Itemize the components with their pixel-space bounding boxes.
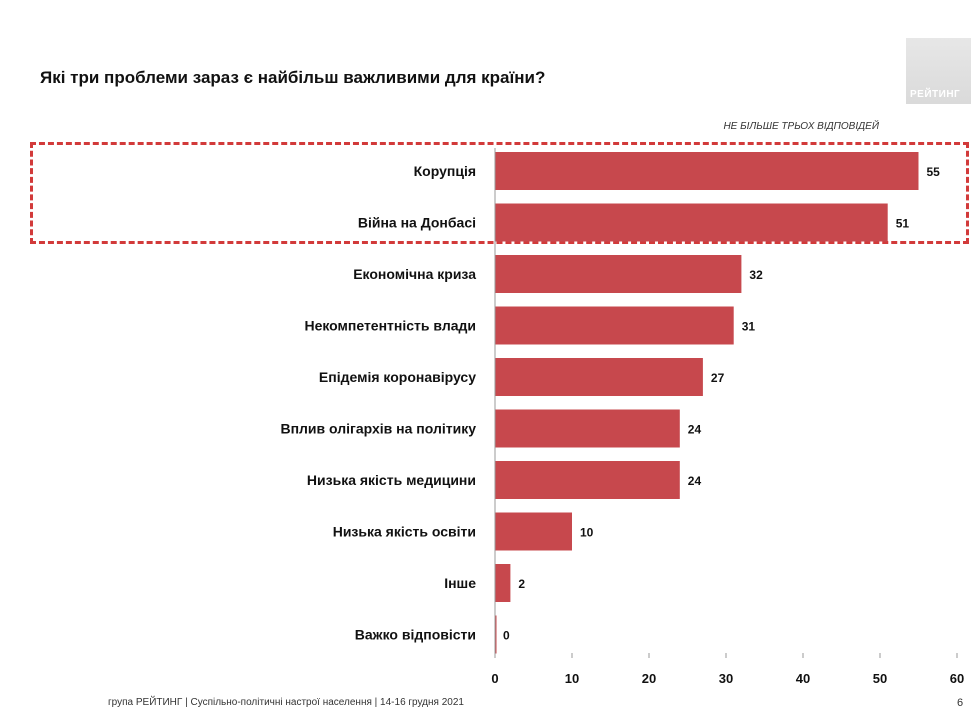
value-label: 2	[518, 577, 525, 591]
category-label: Важко відповісти	[355, 627, 476, 643]
bar	[495, 152, 919, 190]
x-tick-label: 20	[642, 671, 656, 686]
page-number: 6	[957, 697, 964, 709]
highlight-frame	[30, 142, 969, 244]
footer-source: група РЕЙТИНГ | Суспільно-політичні наст…	[108, 697, 464, 708]
bar	[495, 358, 703, 396]
value-label: 10	[580, 526, 594, 540]
x-tick-label: 30	[719, 671, 733, 686]
answers-note: НЕ БІЛЬШЕ ТРЬОХ ВІДПОВІДЕЙ	[723, 121, 879, 132]
bar	[495, 564, 511, 602]
value-label: 31	[742, 320, 756, 334]
category-label: Некомпетентність влади	[304, 318, 476, 334]
category-label: Низька якість медицини	[307, 472, 476, 488]
category-label: Економічна криза	[353, 266, 476, 282]
x-tick-label: 60	[950, 671, 964, 686]
value-label: 32	[749, 268, 763, 282]
category-label: Вплив олігархів на політику	[280, 421, 476, 437]
x-tick-label: 0	[491, 671, 498, 686]
value-label: 55	[927, 165, 941, 179]
category-label: Низька якість освіти	[333, 524, 476, 540]
value-label: 51	[896, 217, 910, 231]
rating-logo: РЕЙТИНГ	[906, 38, 971, 104]
bar	[495, 461, 680, 499]
chart-title: Які три проблеми зараз є найбільш важлив…	[40, 68, 546, 87]
category-label: Війна на Донбасі	[358, 215, 476, 231]
value-label: 0	[503, 629, 510, 643]
x-tick-label: 50	[873, 671, 887, 686]
value-label: 24	[688, 474, 702, 488]
logo-text: РЕЙТИНГ	[910, 89, 961, 100]
category-label: Корупція	[414, 163, 476, 179]
bar	[495, 203, 888, 242]
bar	[495, 512, 572, 551]
category-label: Епідемія коронавірусу	[319, 369, 476, 385]
value-label: 24	[688, 423, 702, 437]
bar	[495, 615, 497, 654]
category-label: Інше	[444, 575, 476, 591]
bar	[495, 409, 680, 448]
x-tick-label: 40	[796, 671, 810, 686]
x-tick-label: 10	[565, 671, 579, 686]
bar	[495, 255, 742, 293]
bar	[495, 306, 734, 345]
value-label: 27	[711, 371, 725, 385]
